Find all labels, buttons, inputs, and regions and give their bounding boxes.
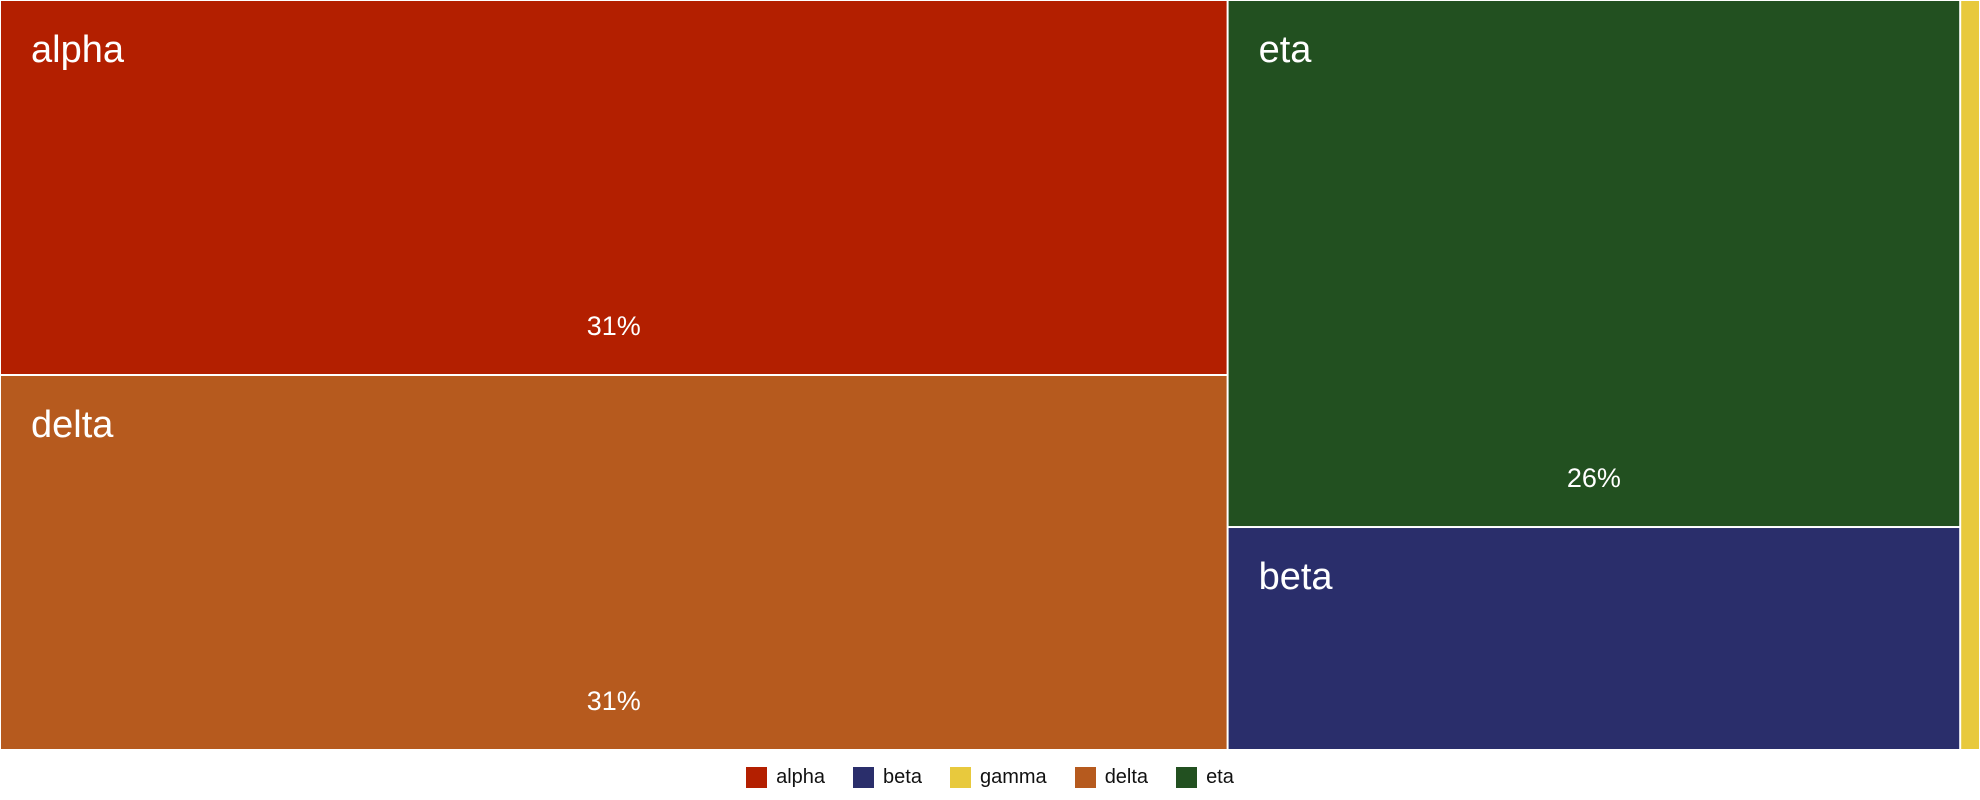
- legend-item-eta[interactable]: eta: [1176, 766, 1234, 789]
- legend: alpha beta gamma delta eta: [0, 762, 1980, 792]
- legend-swatch-beta: [853, 766, 875, 788]
- legend-swatch-delta: [1074, 766, 1096, 788]
- legend-label-eta: eta: [1206, 765, 1234, 788]
- tile-gamma[interactable]: [1961, 1, 1979, 749]
- tile-label-delta: delta: [31, 404, 114, 446]
- tile-value-delta: 31%: [587, 686, 641, 716]
- legend-swatch-eta: [1176, 766, 1198, 788]
- tile-beta[interactable]: [1228, 528, 1960, 749]
- treemap-plot: alpha 31% delta 31% eta 26% beta: [1, 1, 1979, 749]
- legend-item-delta[interactable]: delta: [1074, 765, 1149, 789]
- tile-value-alpha: 31%: [587, 311, 641, 341]
- legend-item-beta[interactable]: beta: [853, 766, 922, 789]
- legend-label-delta: delta: [1104, 765, 1149, 788]
- tile-label-alpha: alpha: [31, 29, 125, 71]
- tile-alpha[interactable]: [1, 1, 1227, 374]
- legend-item-gamma[interactable]: gamma: [949, 765, 1047, 789]
- legend-swatch-alpha: [746, 766, 768, 788]
- legend-swatch-gamma: [949, 766, 971, 788]
- legend-label-gamma: gamma: [979, 765, 1047, 788]
- tile-eta[interactable]: [1228, 1, 1960, 527]
- legend-item-alpha[interactable]: alpha: [746, 766, 825, 789]
- tile-delta[interactable]: [1, 376, 1227, 749]
- tile-value-eta: 26%: [1567, 463, 1621, 493]
- legend-label-beta: beta: [883, 765, 922, 788]
- tile-label-beta: beta: [1259, 556, 1334, 598]
- tile-label-eta: eta: [1259, 29, 1313, 71]
- legend-label-alpha: alpha: [776, 765, 826, 788]
